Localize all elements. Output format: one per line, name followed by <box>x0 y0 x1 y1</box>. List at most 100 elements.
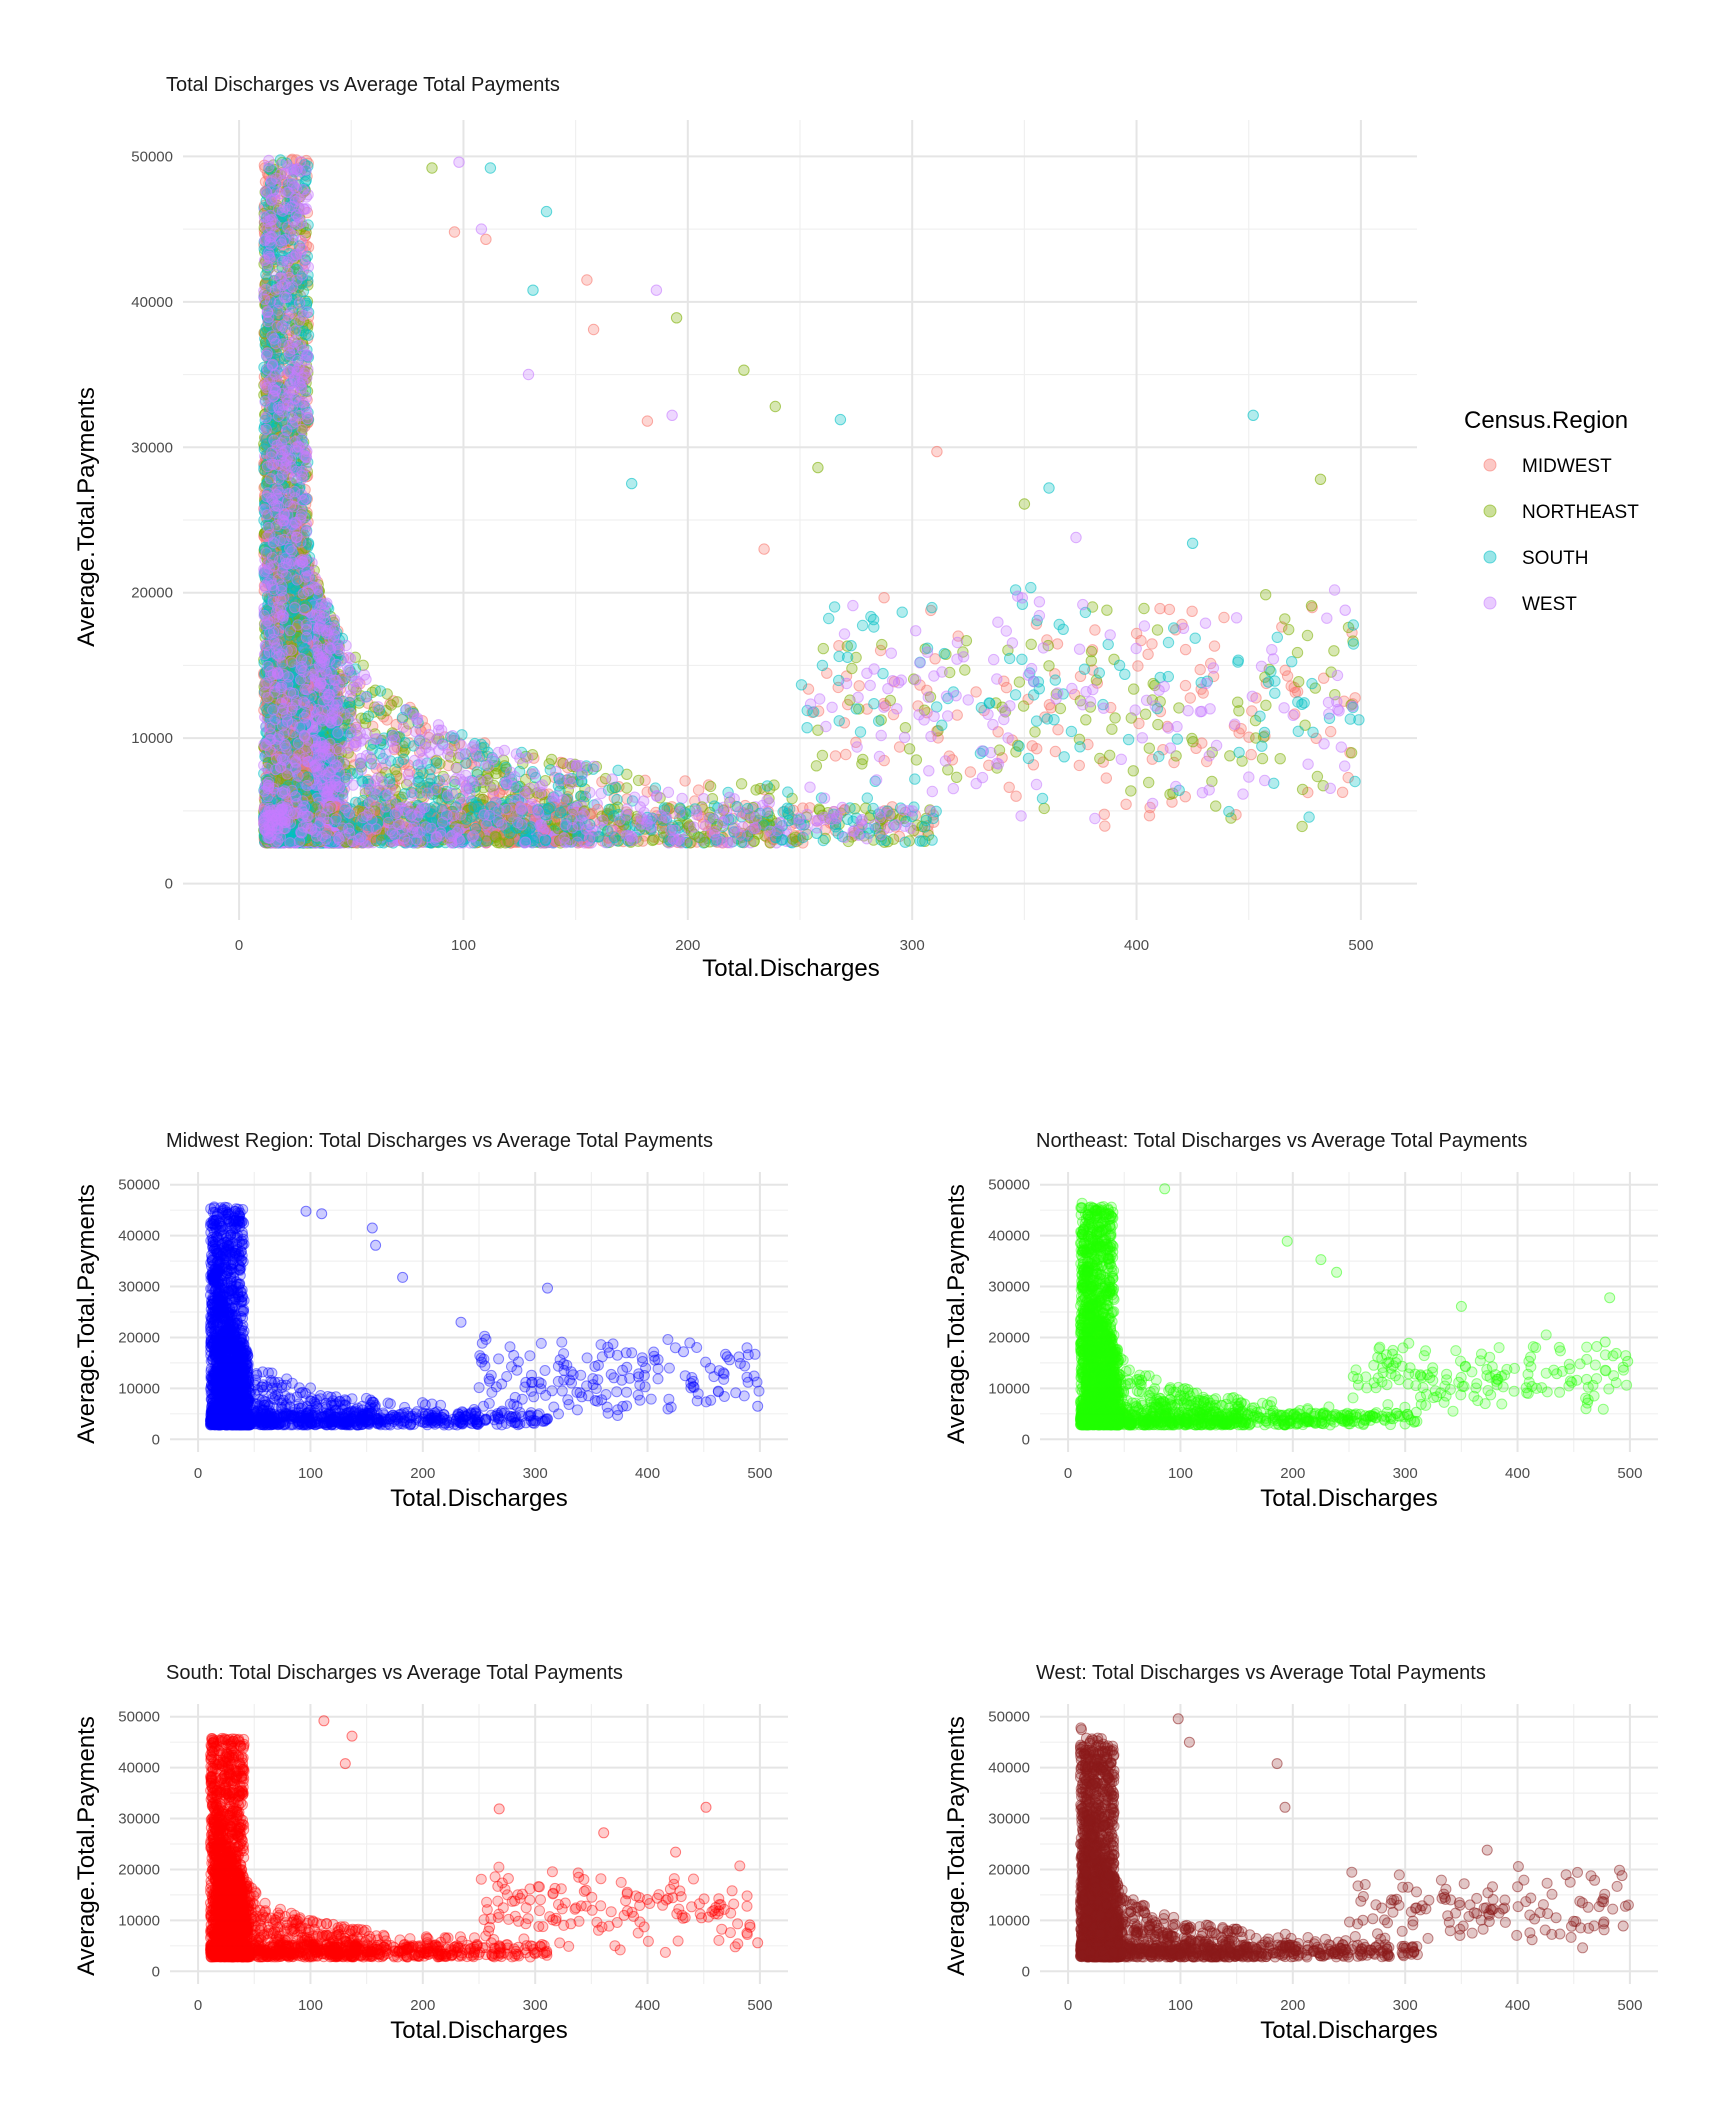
data-point <box>1307 726 1319 738</box>
data-point <box>1301 629 1314 642</box>
data-point <box>846 662 858 675</box>
data-point <box>938 647 950 660</box>
data-point <box>1119 668 1131 680</box>
data-point <box>1138 602 1150 615</box>
data-point <box>1058 751 1070 763</box>
data-point <box>823 612 835 625</box>
data-point <box>621 782 633 794</box>
data-point <box>1293 676 1305 688</box>
data-point <box>795 679 808 691</box>
data-point <box>801 722 813 734</box>
data-point <box>988 653 1000 666</box>
data-point <box>1151 624 1164 636</box>
data-point <box>1237 788 1249 800</box>
data-point <box>991 673 1003 685</box>
data-point <box>959 664 971 676</box>
data-point <box>1254 710 1266 722</box>
data-point <box>1030 715 1043 727</box>
data-point <box>344 690 357 702</box>
data-point <box>1085 645 1098 658</box>
data-point <box>1335 741 1348 753</box>
data-point <box>1104 749 1116 761</box>
data-point <box>1025 638 1037 650</box>
data-point <box>939 755 952 767</box>
data-point <box>1162 670 1175 683</box>
data-point <box>1274 753 1286 765</box>
data-point <box>1089 624 1101 636</box>
data-point <box>1101 604 1113 616</box>
data-point <box>1325 725 1337 738</box>
data-point <box>817 642 829 655</box>
data-point <box>936 719 948 731</box>
data-point <box>1260 589 1272 601</box>
data-point <box>1143 776 1155 789</box>
data-point <box>1000 681 1013 694</box>
data-point <box>505 766 517 778</box>
data-point <box>1324 782 1337 794</box>
data-point <box>1149 700 1161 712</box>
data-point <box>1292 725 1305 737</box>
data-point <box>1266 644 1278 656</box>
data-point <box>1199 617 1212 629</box>
data-point <box>1346 700 1359 712</box>
data-point <box>606 773 618 785</box>
data-point <box>1177 622 1190 634</box>
data-point <box>1283 623 1295 636</box>
data-point <box>1049 674 1062 686</box>
data-point <box>1158 680 1170 693</box>
data-point <box>364 783 377 795</box>
data-point <box>1125 785 1137 797</box>
data-point <box>1318 738 1330 750</box>
data-point <box>1043 660 1055 672</box>
data-point <box>1265 665 1277 678</box>
data-point <box>487 784 500 796</box>
data-point <box>1033 596 1046 608</box>
data-point <box>430 757 443 769</box>
data-point <box>380 758 392 771</box>
data-point <box>536 779 548 791</box>
data-point <box>397 721 410 733</box>
data-point <box>528 768 541 780</box>
data-point <box>970 777 982 790</box>
data-point <box>735 778 748 790</box>
data-point <box>861 792 873 804</box>
data-point <box>1347 619 1360 631</box>
data-point <box>1259 774 1271 787</box>
data-point <box>1099 820 1111 832</box>
data-point <box>1102 638 1114 651</box>
data-point <box>878 592 890 604</box>
data-point <box>1269 687 1281 699</box>
data-point <box>826 701 838 713</box>
data-point <box>1306 677 1318 690</box>
data-point <box>870 774 883 786</box>
data-point <box>913 709 925 721</box>
data-point <box>1004 700 1016 712</box>
data-point <box>1189 632 1201 644</box>
data-point <box>926 785 938 798</box>
data-point <box>887 708 900 721</box>
data-point <box>1218 611 1230 624</box>
data-point <box>818 792 831 804</box>
data-point <box>522 752 534 764</box>
data-point <box>1078 663 1091 675</box>
data-point <box>921 646 934 658</box>
data-point <box>816 659 829 672</box>
data-point <box>868 698 880 710</box>
data-point <box>1004 652 1016 665</box>
data-point <box>1262 676 1275 688</box>
data-point <box>922 691 934 703</box>
data-point <box>816 749 829 762</box>
data-point <box>878 701 890 713</box>
data-point <box>389 734 401 746</box>
data-point <box>814 693 826 705</box>
data-point <box>833 715 845 727</box>
data-point <box>380 748 392 760</box>
data-point <box>1302 758 1314 770</box>
data-point <box>876 638 888 651</box>
data-point <box>1097 702 1110 714</box>
data-point <box>1128 683 1140 695</box>
data-point <box>483 760 495 772</box>
data-point <box>1296 820 1308 833</box>
data-point <box>1006 637 1019 649</box>
data-point <box>893 741 906 753</box>
